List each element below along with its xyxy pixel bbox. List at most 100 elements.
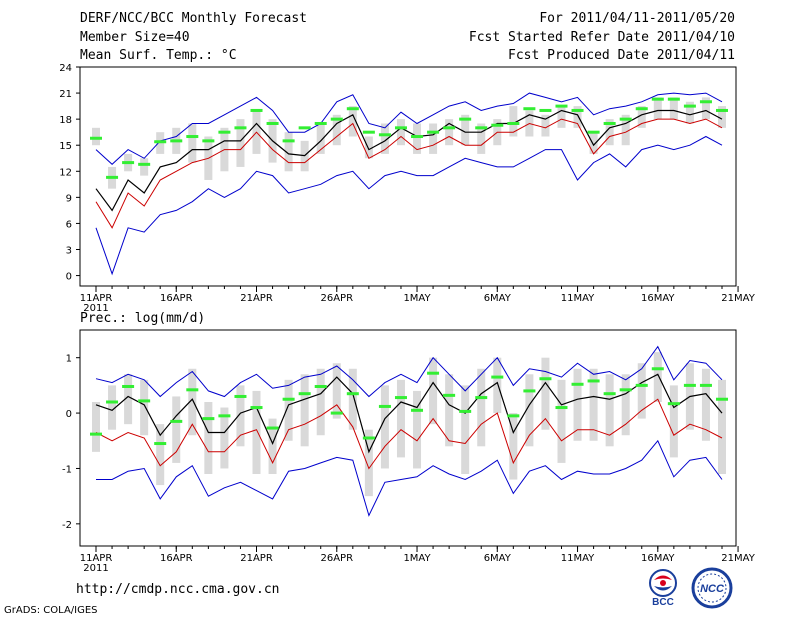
temp-observed-mark <box>378 133 391 137</box>
temp-observed-mark <box>411 135 424 139</box>
precip-observed-mark <box>699 383 712 387</box>
precip-observed-mark <box>362 436 375 440</box>
temp-observed-mark <box>683 104 696 108</box>
temp-spread-box <box>140 158 149 176</box>
precip-spread-box <box>220 407 229 469</box>
precip-spread-box <box>461 385 470 474</box>
precip-observed-mark <box>716 397 728 401</box>
precip-spread-box <box>605 374 614 447</box>
temp-spread-box <box>380 123 389 154</box>
precip-xtick-label: 11APR <box>80 553 113 564</box>
temp-observed-mark <box>346 107 359 111</box>
precip-spread-box <box>653 352 662 402</box>
temp-spread-box <box>541 114 550 137</box>
precip-observed-mark <box>619 388 632 392</box>
precip-observed-mark <box>106 400 119 404</box>
precip-observed-mark <box>282 397 295 401</box>
precip-observed-mark <box>250 406 263 410</box>
precip-max-line <box>95 345 723 398</box>
precip-observed-mark <box>346 392 359 396</box>
precip-spread-box <box>429 357 438 425</box>
temp-observed-mark <box>443 126 456 130</box>
precip-spread-box <box>669 385 678 458</box>
temp-spread-box <box>316 123 325 154</box>
precip-xtick-label: 11MAY <box>561 553 595 564</box>
precip-spread-box <box>156 424 165 486</box>
temp-xtick-label: 6MAY <box>484 293 512 304</box>
temp-xtick-label: 11APR <box>80 293 113 304</box>
precip-xtick-label: 16APR <box>160 553 193 564</box>
precip-spread-box <box>124 374 133 425</box>
temp-mean-line <box>95 109 723 212</box>
precip-spread-box <box>252 390 261 474</box>
precip-xtick-label: 1MAY <box>403 553 431 564</box>
precip-observed-mark <box>587 379 600 383</box>
temp-lower-line <box>95 118 723 229</box>
precip-spread-box <box>92 402 100 452</box>
precip-xtick-label: 26APR <box>320 553 353 564</box>
precip-observed-mark <box>635 383 648 387</box>
temp-max-line <box>95 92 723 165</box>
precip-spread-box <box>316 368 325 436</box>
precip-observed-mark <box>378 404 391 408</box>
temp-ytick-label: 3 <box>66 246 72 257</box>
precip-spread-box <box>172 396 181 463</box>
precip-spread-box <box>188 368 197 436</box>
precip-spread-box <box>621 374 630 436</box>
temp-observed-mark <box>427 130 440 134</box>
temp-spread-box <box>573 106 582 128</box>
temp-observed-mark <box>523 107 536 111</box>
precip-observed-mark <box>314 384 327 388</box>
temp-observed-mark <box>314 121 327 125</box>
precip-mean-line <box>95 373 723 454</box>
temp-observed-mark <box>716 108 728 112</box>
temp-observed-mark <box>699 100 712 104</box>
precip-spread-box <box>718 379 726 474</box>
precip-observed-mark <box>218 414 231 418</box>
precip-observed-mark <box>667 402 680 406</box>
precip-ytick-label: 0 <box>66 409 72 420</box>
precip-spread-box <box>348 368 357 430</box>
precip-observed-mark <box>154 442 167 446</box>
temp-spread-box <box>589 132 598 154</box>
precip-observed-mark <box>170 419 183 423</box>
temp-observed-mark <box>234 126 247 130</box>
precip-observed-mark <box>266 426 279 430</box>
temp-observed-mark <box>330 117 343 121</box>
precip-spread-box <box>493 357 502 414</box>
temp-observed-mark <box>619 117 632 121</box>
temp-xtick-label: 11MAY <box>561 293 595 304</box>
precip-spread-box <box>701 368 710 441</box>
temp-observed-mark <box>170 139 183 143</box>
temp-observed-mark <box>218 130 231 134</box>
precip-spread-box <box>364 429 373 497</box>
precip-xtick-label: 16MAY <box>641 553 675 564</box>
precip-spread-box <box>509 413 518 480</box>
precip-observed-mark <box>90 432 102 436</box>
temp-observed-mark <box>491 123 504 127</box>
temp-observed-mark <box>90 136 102 140</box>
temp-spread-box <box>509 106 518 137</box>
precip-label: Prec.: log(mm/d) <box>80 311 206 326</box>
precip-observed-mark <box>459 409 472 413</box>
temp-xtick-label: 21APR <box>240 293 273 304</box>
temp-observed-mark <box>186 135 199 139</box>
temp-spread-box <box>605 119 614 146</box>
precip-observed-mark <box>523 389 536 393</box>
source-url[interactable]: http://cmdp.ncc.cma.gov.cn <box>76 582 280 597</box>
precip-spread-box <box>525 374 534 447</box>
precip-spread-box <box>445 374 454 447</box>
temp-observed-mark <box>651 97 664 101</box>
precip-xtick-label: 21APR <box>240 553 273 564</box>
temp-observed-mark <box>154 140 167 144</box>
precip-observed-mark <box>427 371 440 375</box>
temp-xtick-label: 16MAY <box>641 293 675 304</box>
precip-observed-mark <box>138 399 151 403</box>
precip-observed-mark <box>555 406 568 410</box>
precip-spread-box <box>413 390 422 469</box>
precip-spread-box <box>541 357 550 430</box>
temp-ytick-label: 15 <box>59 141 72 152</box>
precip-observed-mark <box>298 392 311 396</box>
precip-observed-mark <box>234 394 247 398</box>
temp-observed-mark <box>475 126 488 130</box>
